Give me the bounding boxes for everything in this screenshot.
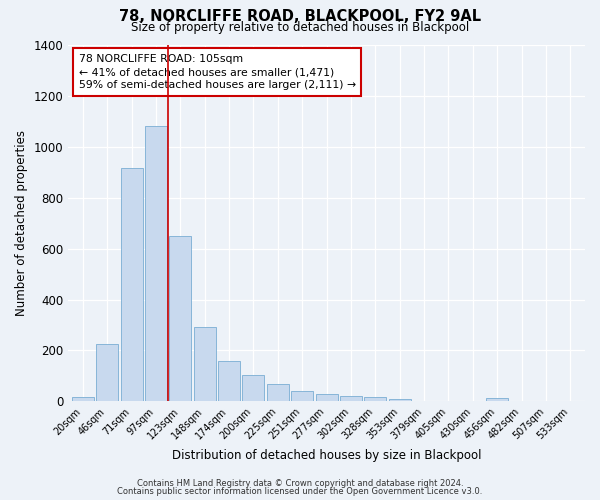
Bar <box>121 168 143 402</box>
Bar <box>291 390 313 402</box>
Bar <box>389 400 410 402</box>
Bar <box>267 384 289 402</box>
Text: Contains HM Land Registry data © Crown copyright and database right 2024.: Contains HM Land Registry data © Crown c… <box>137 479 463 488</box>
Bar <box>364 398 386 402</box>
Text: Contains public sector information licensed under the Open Government Licence v3: Contains public sector information licen… <box>118 487 482 496</box>
Bar <box>242 374 265 402</box>
Bar <box>169 236 191 402</box>
Text: Size of property relative to detached houses in Blackpool: Size of property relative to detached ho… <box>131 21 469 34</box>
Bar <box>316 394 338 402</box>
X-axis label: Distribution of detached houses by size in Blackpool: Distribution of detached houses by size … <box>172 450 481 462</box>
Bar <box>340 396 362 402</box>
Bar <box>218 362 240 402</box>
Bar <box>72 398 94 402</box>
Bar <box>194 328 215 402</box>
Bar <box>486 398 508 402</box>
Text: 78, NORCLIFFE ROAD, BLACKPOOL, FY2 9AL: 78, NORCLIFFE ROAD, BLACKPOOL, FY2 9AL <box>119 9 481 24</box>
Text: 78 NORCLIFFE ROAD: 105sqm
← 41% of detached houses are smaller (1,471)
59% of se: 78 NORCLIFFE ROAD: 105sqm ← 41% of detac… <box>79 54 356 90</box>
Bar <box>145 126 167 402</box>
Y-axis label: Number of detached properties: Number of detached properties <box>15 130 28 316</box>
Bar <box>96 344 118 402</box>
